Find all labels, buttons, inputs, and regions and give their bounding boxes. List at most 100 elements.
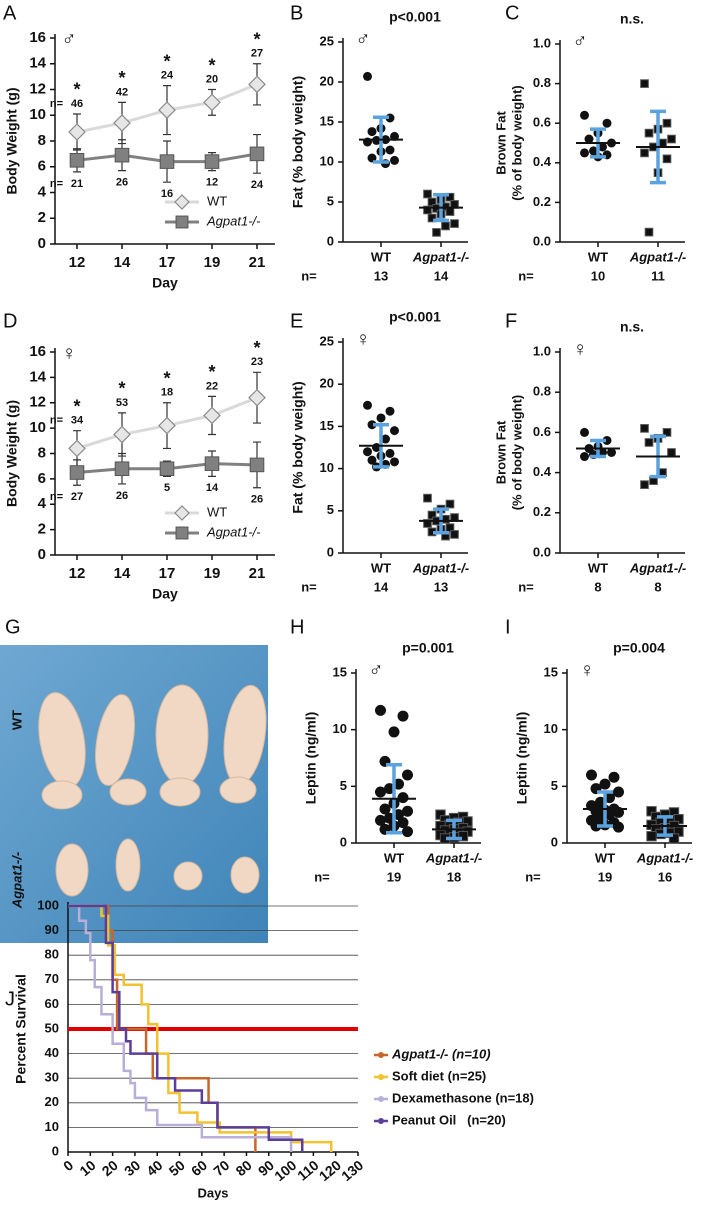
y-tick-label: 60 xyxy=(45,996,59,1011)
tissue xyxy=(38,684,267,897)
y-axis-label: (% of body weight) xyxy=(509,85,524,201)
panel-letter: D xyxy=(3,310,17,332)
panel-letter: J xyxy=(5,988,15,1010)
marker xyxy=(385,448,395,458)
x-tick-label: 21 xyxy=(249,254,266,271)
y-tick-label: 16 xyxy=(29,29,46,46)
y-tick-label: 50 xyxy=(45,1020,59,1035)
y-tick-label: 15 xyxy=(333,664,347,679)
n-label: 19 xyxy=(387,869,401,884)
marker xyxy=(580,110,589,120)
marker xyxy=(381,434,390,444)
y-tick-label: 80 xyxy=(45,947,59,962)
y-tick-label: 0 xyxy=(551,834,558,849)
significance: * xyxy=(253,338,260,358)
significance: * xyxy=(73,80,80,100)
y-tick-label: 2 xyxy=(38,209,46,226)
marker xyxy=(590,820,602,832)
y-axis-label: Brown Fat xyxy=(493,111,508,175)
x-tick-label: 14 xyxy=(114,254,131,271)
n-label: 19 xyxy=(598,869,612,884)
n-label: 8 xyxy=(594,579,601,594)
y-tick-label: 15 xyxy=(320,418,334,433)
n-label: 34 xyxy=(71,415,84,427)
marker xyxy=(402,805,413,817)
n-label: 16 xyxy=(658,869,672,884)
n-label: 5 xyxy=(164,482,170,494)
y-axis-label: Body Weight (g) xyxy=(4,400,20,507)
y-axis-label: Brown Fat xyxy=(493,420,508,484)
panel-letter: G xyxy=(5,616,21,638)
y-tick-label: 10 xyxy=(320,460,334,475)
y-tick-label: 5 xyxy=(340,778,347,793)
n-prefix: n= xyxy=(314,869,330,884)
n-prefix: n= xyxy=(50,491,63,503)
marker xyxy=(249,457,265,473)
y-tick-label: 0.8 xyxy=(533,75,551,90)
panel-letter: C xyxy=(505,2,519,24)
y-tick-label: 4 xyxy=(38,495,47,512)
marker xyxy=(427,510,437,520)
marker xyxy=(385,406,395,416)
marker xyxy=(159,154,175,169)
y-tick-label: 40 xyxy=(45,1045,59,1060)
n-label: 23 xyxy=(251,356,263,368)
x-axis-label: Days xyxy=(197,1185,228,1200)
marker xyxy=(402,769,413,781)
legend-marker xyxy=(378,1118,384,1124)
y-tick-label: 2 xyxy=(38,521,46,538)
n-label: 12 xyxy=(206,177,218,189)
y-axis-label: Fat (% body weight) xyxy=(290,76,306,208)
n-prefix: n= xyxy=(301,579,317,594)
n-prefix: n= xyxy=(50,415,63,427)
marker xyxy=(363,400,372,410)
sex-symbol: ♂ xyxy=(62,28,77,50)
title: n.s. xyxy=(620,319,644,335)
significance: * xyxy=(118,379,125,399)
y-tick-label: 25 xyxy=(320,333,334,348)
n-prefix: n= xyxy=(50,98,63,110)
marker xyxy=(376,413,386,423)
marker xyxy=(580,452,589,462)
y-tick-label: 0.0 xyxy=(533,233,551,248)
marker xyxy=(658,138,667,148)
n-label: 16 xyxy=(161,188,173,200)
marker xyxy=(397,792,409,804)
x-tick-label: Agpat1-/- xyxy=(629,560,686,575)
n-label: 26 xyxy=(116,177,128,189)
x-tick-label: 17 xyxy=(159,254,176,271)
panel-letter: E xyxy=(290,310,303,332)
marker xyxy=(640,424,649,433)
y-tick-label: 25 xyxy=(320,33,334,48)
survival-line xyxy=(68,904,304,1152)
title: n.s. xyxy=(620,11,644,27)
x-tick-label: 20 xyxy=(99,1157,121,1179)
y-tick-label: 14 xyxy=(29,55,46,72)
x-tick-label: Agpat1-/- xyxy=(629,249,686,264)
y-tick-label: 8 xyxy=(38,444,46,461)
marker xyxy=(450,219,459,228)
marker xyxy=(584,134,594,144)
marker xyxy=(397,817,409,829)
legend-label: WT xyxy=(207,504,227,519)
marker xyxy=(363,447,372,457)
significance: * xyxy=(163,51,170,71)
y-tick-label: 0.2 xyxy=(533,194,551,209)
y-tick-label: 15 xyxy=(320,113,334,128)
panel-letter: B xyxy=(290,2,303,24)
y-tick-label: 6 xyxy=(38,158,46,175)
x-tick-label: 40 xyxy=(143,1157,165,1179)
title: p<0.001 xyxy=(389,9,441,25)
n-label: 14 xyxy=(206,482,219,494)
y-tick-label: 20 xyxy=(320,73,334,88)
n-label: 26 xyxy=(116,490,128,502)
marker xyxy=(363,71,372,81)
marker xyxy=(598,142,607,152)
panel-letter: H xyxy=(290,616,304,638)
y-tick-label: 20 xyxy=(45,1094,59,1109)
marker xyxy=(662,118,672,128)
marker xyxy=(613,821,624,833)
y-tick-label: 10 xyxy=(333,721,347,736)
marker xyxy=(423,493,432,503)
sex-symbol: ♀ xyxy=(580,659,595,681)
